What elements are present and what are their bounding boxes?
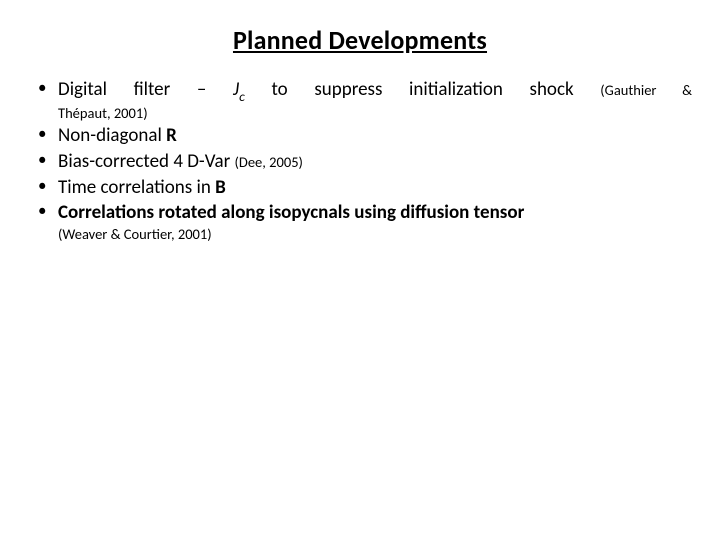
text-prefix: Digital filter – (58, 78, 233, 101)
bullet-item-2-line: Non-diagonal R (58, 124, 692, 148)
bold-b: B (215, 176, 226, 199)
text-prefix: Non-diagonal (58, 124, 166, 147)
bullet-item-1-line1: Digital filter – Jc to suppress initiali… (58, 78, 692, 104)
jc-c: c (239, 88, 245, 105)
bullet-item-5-main: Correlations rotated along isopycnals us… (58, 201, 692, 225)
bullet-item-digital-filter: Digital filter – Jc to suppress initiali… (34, 78, 692, 122)
bullet-list: Digital filter – Jc to suppress initiali… (28, 78, 692, 243)
slide-title: Planned Developments (28, 24, 692, 56)
text-prefix: Time correlations in (58, 176, 215, 199)
bullet-item-time-correlations: Time correlations in B (34, 176, 692, 200)
slide: Planned Developments Digital filter – Jc… (0, 0, 720, 540)
text-prefix: Bias-corrected 4 D-Var (58, 150, 235, 173)
bullet-item-bias-corrected: Bias-corrected 4 D-Var (Dee, 2005) (34, 150, 692, 174)
cite-dee: (Dee, 2005) (235, 153, 303, 171)
bold-r: R (166, 124, 177, 147)
cite-weaver: (Weaver & Courtier, 2001) (58, 225, 692, 243)
bullet-item-correlations-rotated: Correlations rotated along isopycnals us… (34, 201, 692, 243)
bullet-item-non-diagonal-r: Non-diagonal R (34, 124, 692, 148)
text-mid: to suppress initialization shock (245, 78, 600, 101)
bullet-item-4-line: Time correlations in B (58, 176, 692, 200)
bullet-item-3-line: Bias-corrected 4 D-Var (Dee, 2005) (58, 150, 692, 174)
cite-thepaut: Thépaut, 2001) (58, 104, 692, 122)
cite-gauthier-open: (Gauthier & (600, 81, 692, 99)
